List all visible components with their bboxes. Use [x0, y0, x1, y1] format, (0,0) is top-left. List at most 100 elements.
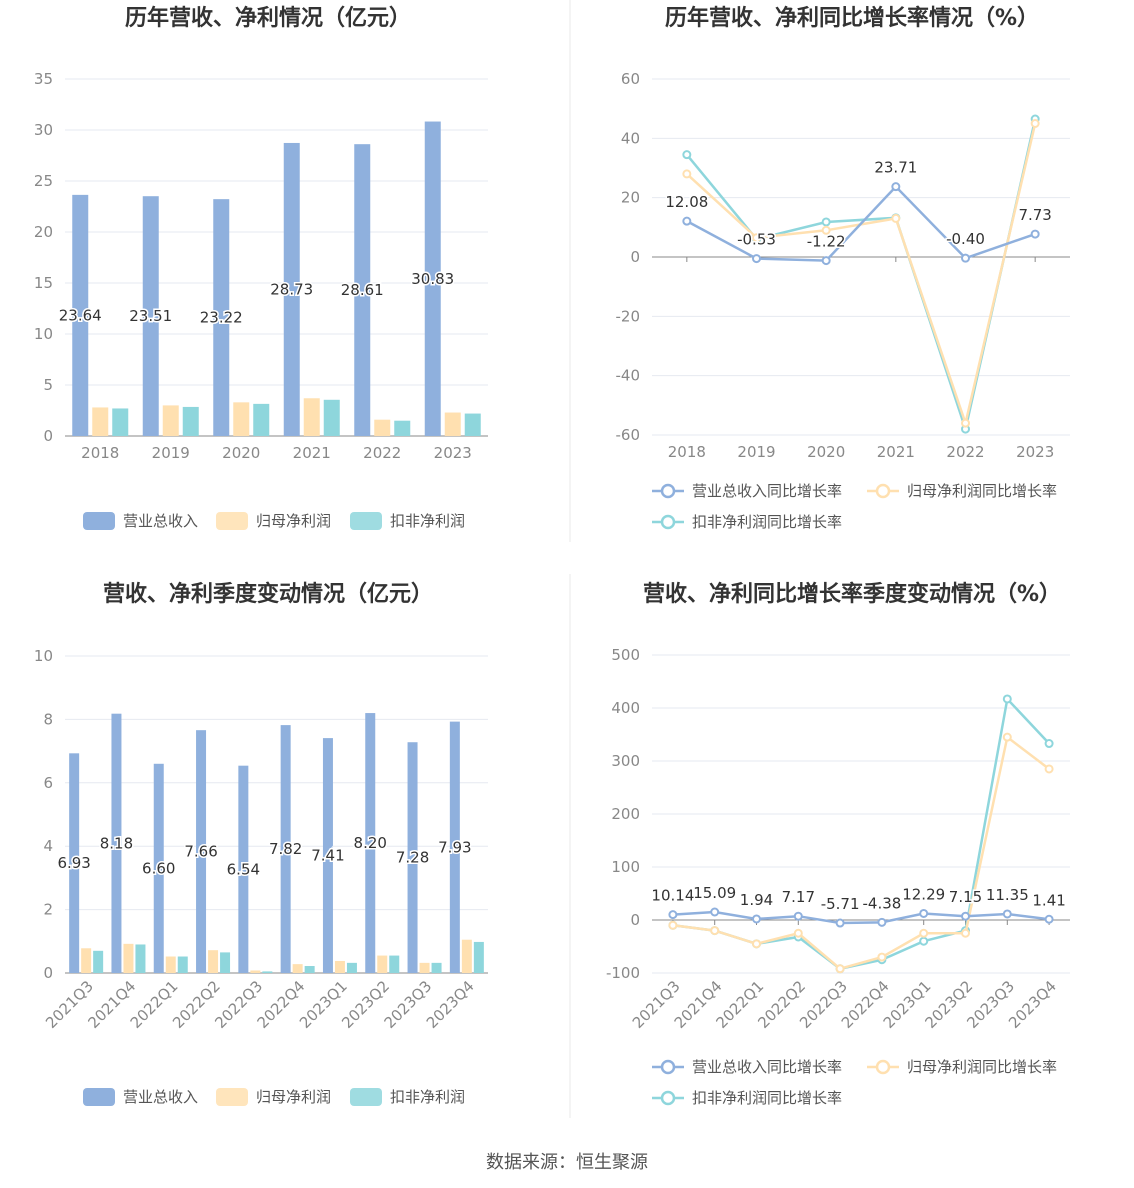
legend-label: 营业总收入 — [123, 1088, 198, 1106]
bar-net-profit — [233, 402, 250, 436]
bar-revenue — [322, 738, 333, 973]
y-tick-label: 500 — [611, 646, 640, 664]
data-point — [919, 928, 929, 938]
series-line-2 — [685, 118, 1037, 434]
legend-swatch-marker — [660, 1059, 676, 1075]
data-label: 12.08 — [665, 193, 708, 211]
bar-deducted-profit — [394, 420, 411, 436]
bar-net-profit — [444, 412, 461, 436]
bar-deducted-profit — [135, 944, 146, 973]
y-tick-label: -40 — [616, 367, 641, 385]
bar-revenue — [111, 713, 122, 973]
bar-deducted-profit — [346, 962, 357, 973]
data-point — [821, 225, 831, 235]
x-tick-label: 2018 — [668, 443, 706, 461]
data-point — [1030, 119, 1040, 128]
legend-label: 归母净利润同比增长率 — [907, 482, 1057, 500]
y-tick-label: 25 — [34, 172, 53, 190]
data-label: -4.38 — [862, 894, 901, 912]
data-point — [891, 182, 901, 192]
data-label: 28.73 — [270, 280, 313, 298]
data-label: 7.66 — [184, 843, 217, 861]
data-label: 28.61 — [341, 281, 384, 299]
annual-line-chart: 历年营收、净利同比增长率情况（%） -60 -40 -20 0 20 40 60 2018 201… — [616, 5, 1070, 531]
y-tick-label: 5 — [43, 376, 53, 394]
data-point — [821, 256, 831, 266]
chart-title: 营收、净利季度变动情况（亿元） — [103, 581, 433, 607]
legend-swatch-marker — [875, 1059, 891, 1075]
bar-deducted-profit — [389, 955, 400, 973]
data-label: 10.14 — [651, 887, 694, 905]
chart-title: 历年营收、净利情况（亿元） — [125, 5, 411, 31]
data-point — [835, 918, 845, 928]
series-line-0 — [686, 184, 1036, 262]
quarter-bar-chart: 营收、净利季度变动情况（亿元）02468102021Q32021Q42022Q1… — [34, 581, 488, 1106]
data-label: 8.20 — [354, 834, 387, 852]
y-tick-label: -20 — [616, 307, 641, 325]
data-point — [821, 217, 831, 227]
data-label: 7.17 — [782, 888, 815, 906]
data-point — [752, 254, 761, 264]
bar-revenue — [280, 725, 291, 973]
quarter-line-chart: 营收、净利同比增长率季度变动情况（%）-10001002003004005002… — [606, 581, 1070, 1107]
legend-label: 扣非净利润 — [390, 512, 465, 530]
legend-swatch — [350, 512, 382, 530]
y-tick-label: 300 — [611, 752, 640, 770]
data-label: 15.09 — [693, 884, 736, 902]
x-tick-label: 2022 — [363, 444, 401, 462]
data-label: 7.28 — [396, 849, 429, 867]
x-tick-label: 2023Q4 — [423, 977, 478, 1032]
y-tick-label: 8 — [43, 710, 53, 728]
x-tick-label: 2018 — [81, 444, 119, 462]
data-point — [1002, 694, 1012, 704]
data-point — [682, 150, 692, 160]
data-label: 11.35 — [986, 886, 1029, 904]
data-point — [1002, 909, 1012, 919]
legend-label: 扣非净利润同比增长率 — [692, 513, 842, 531]
x-tick-label: 2019 — [152, 444, 190, 462]
y-tick-label: -60 — [616, 426, 641, 444]
bar-deducted-profit — [177, 956, 188, 973]
data-label: 6.93 — [57, 854, 90, 872]
y-tick-label: 40 — [621, 129, 640, 147]
y-tick-label: 6 — [43, 774, 53, 792]
legend-label: 营业总收入同比增长率 — [692, 1058, 842, 1076]
data-point — [961, 418, 970, 428]
bar-net-profit — [208, 950, 219, 973]
bar-net-profit — [334, 960, 345, 973]
bar-revenue — [365, 713, 376, 973]
legend-swatch-marker — [875, 483, 891, 499]
legend-swatch — [216, 1088, 248, 1106]
y-tick-label: 100 — [611, 858, 640, 876]
y-tick-label: -100 — [606, 964, 640, 982]
data-label: 7.41 — [311, 847, 344, 865]
bar-revenue — [238, 765, 249, 973]
y-tick-label: 2 — [43, 901, 53, 919]
data-label: 7.73 — [1018, 206, 1051, 224]
legend-swatch-marker — [660, 483, 676, 499]
bar-deducted-profit — [323, 399, 340, 436]
data-label: -5.71 — [821, 895, 860, 913]
bar-net-profit — [165, 956, 176, 973]
legend-label: 营业总收入同比增长率 — [692, 482, 842, 500]
bar-net-profit — [461, 939, 472, 973]
y-tick-label: 0 — [630, 248, 640, 266]
bar-net-profit — [374, 419, 391, 436]
data-point — [961, 928, 970, 938]
legend-swatch — [83, 512, 115, 530]
bar-net-profit — [81, 948, 92, 973]
x-tick-label: 2023 — [1016, 443, 1054, 461]
y-tick-label: 60 — [621, 70, 640, 88]
bar-deducted-profit — [112, 408, 129, 436]
data-label: 6.60 — [142, 859, 175, 877]
legend-label: 营业总收入 — [123, 512, 198, 530]
data-point — [919, 936, 929, 946]
legend-label: 归母净利润 — [256, 512, 331, 530]
bar-deducted-profit — [464, 413, 481, 436]
bar-revenue — [424, 121, 441, 436]
y-tick-label: 0 — [630, 911, 640, 929]
x-tick-label: 2021 — [293, 444, 331, 462]
data-point — [668, 910, 678, 920]
bar-revenue — [153, 763, 164, 973]
data-label: -0.53 — [737, 231, 776, 249]
